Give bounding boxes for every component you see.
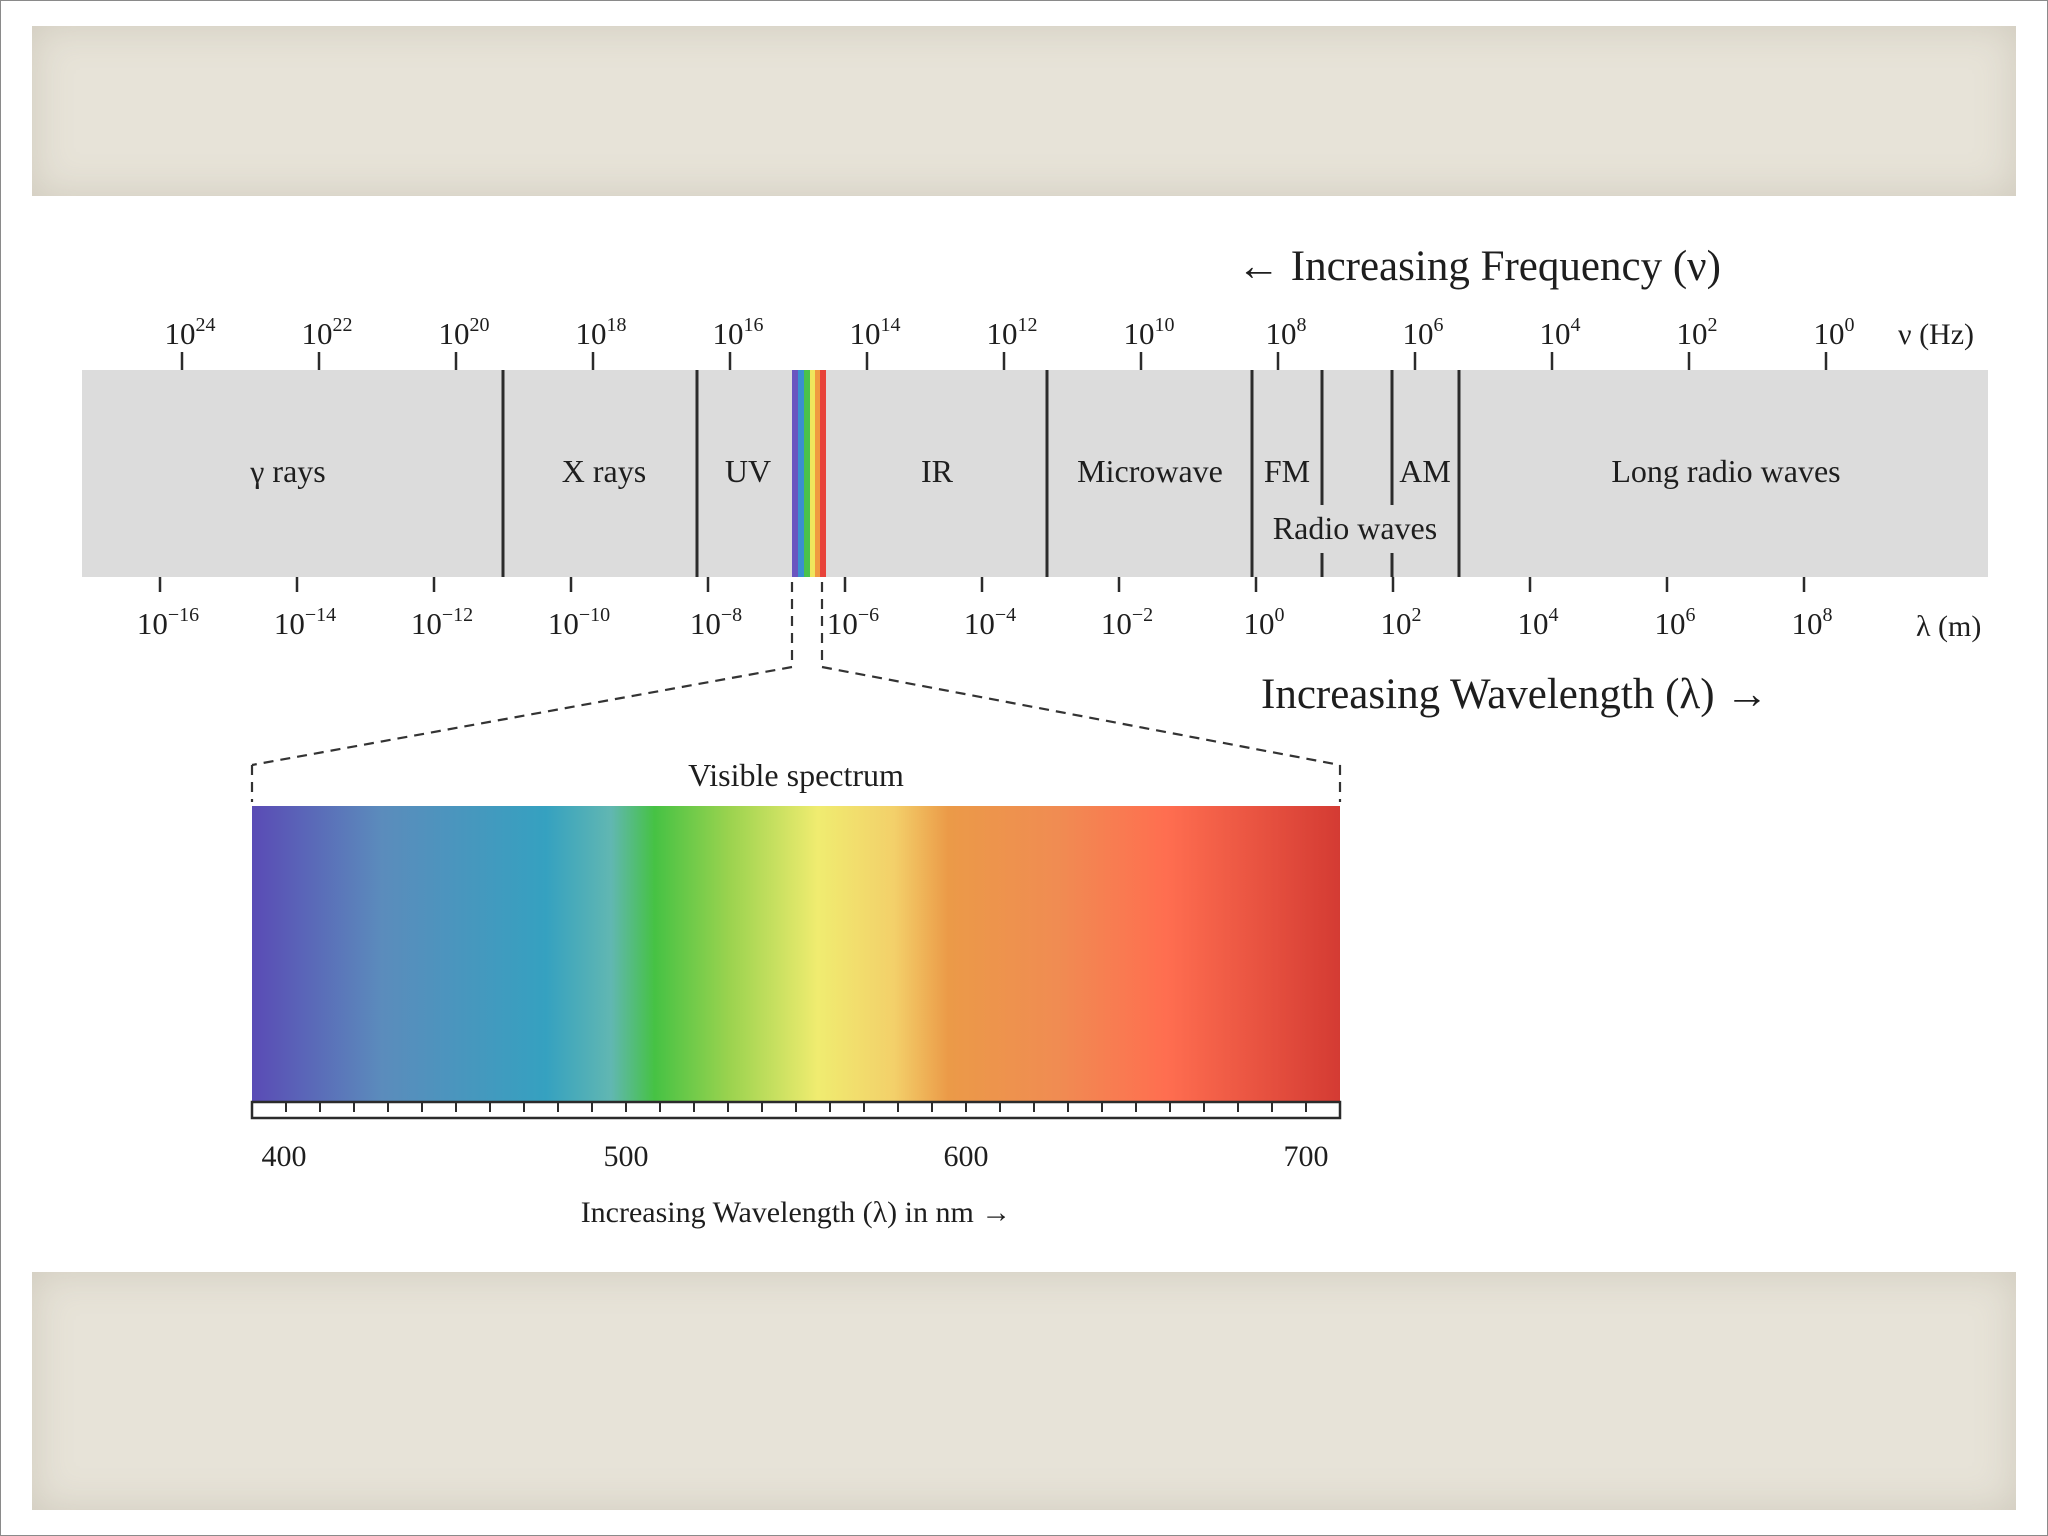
- band-label-radio: Radio waves: [1273, 510, 1437, 546]
- frequency-tick-label: 102: [1677, 314, 1718, 351]
- visible-slice-yellow: [810, 370, 815, 577]
- band-label-uv: UV: [725, 453, 771, 489]
- visible-slice-red: [820, 370, 826, 577]
- wavelength-tick-label: 10−4: [964, 604, 1016, 641]
- paper-strip-bottom: [32, 1272, 2016, 1510]
- paper-strip-top: [32, 26, 2016, 196]
- frequency-heading: ← Increasing Frequency (ν): [1237, 243, 1721, 290]
- visible-ruler: [250, 1100, 1342, 1120]
- visible-tick-600: 600: [944, 1140, 989, 1173]
- wavelength-tick-label: 102: [1381, 604, 1422, 641]
- visible-tick-400: 400: [262, 1140, 307, 1173]
- band-label-am: AM: [1399, 453, 1451, 489]
- visible-slice-blue: [798, 370, 804, 577]
- frequency-unit: ν (Hz): [1898, 318, 1974, 351]
- frequency-tick-label: 1022: [302, 314, 353, 351]
- wavelength-tick-label: 100: [1244, 604, 1285, 641]
- zoom-line-right-diagonal: [821, 665, 1341, 767]
- wavelength-tick-labels: 10−16 10−14 10−12 10−10 10−8 10−6 10−4 10−2 100 1…: [137, 604, 1833, 641]
- visible-spectrum-title: Visible spectrum: [688, 757, 904, 793]
- wavelength-tick-label: 10−12: [411, 604, 473, 641]
- spectrum-band-bar: [82, 370, 1988, 577]
- band-label-gamma: γ rays: [249, 453, 325, 489]
- wavelength-tick-label: 106: [1655, 604, 1696, 641]
- band-label-xray: X rays: [562, 453, 646, 489]
- frequency-tick-label: 1012: [987, 314, 1038, 351]
- visible-slice-orange: [815, 370, 820, 577]
- visible-spectrum-gradient: [252, 806, 1340, 1102]
- wavelength-unit: λ (m): [1916, 610, 1981, 643]
- wavelength-tick-label: 108: [1792, 604, 1833, 641]
- band-label-fm: FM: [1264, 453, 1310, 489]
- wavelength-tick-label: 104: [1518, 604, 1559, 641]
- visible-slice-green: [804, 370, 810, 577]
- visible-tick-700: 700: [1284, 1140, 1329, 1173]
- visible-caption: Increasing Wavelength (λ) in nm →: [581, 1196, 1012, 1229]
- band-label-long-radio: Long radio waves: [1611, 453, 1840, 489]
- band-label-microwave: Microwave: [1077, 453, 1223, 489]
- frequency-tick-labels: 1024 1022 1020 1018 1016 1014 1012 1010 108 106 10…: [165, 314, 1855, 351]
- wavelength-tick-label: 10−2: [1101, 604, 1153, 641]
- visible-slice-violet: [792, 370, 798, 577]
- frequency-tick-label: 1024: [165, 314, 216, 351]
- wavelength-tick-label: 10−16: [137, 604, 199, 641]
- frequency-ticks: [180, 352, 1828, 370]
- band-dividers: [501, 370, 1461, 577]
- zoom-connector: [250, 582, 1342, 802]
- wavelength-tick-label: 10−10: [548, 604, 610, 641]
- wavelength-ticks: [158, 577, 1806, 592]
- frequency-tick-label: 106: [1403, 314, 1444, 351]
- frequency-tick-label: 1020: [439, 314, 490, 351]
- frequency-tick-label: 1016: [713, 314, 764, 351]
- frequency-tick-label: 1018: [576, 314, 627, 351]
- wavelength-tick-label: 10−14: [274, 604, 336, 641]
- wavelength-heading: Increasing Wavelength (λ) →: [1261, 671, 1768, 718]
- frequency-tick-label: 1014: [850, 314, 901, 351]
- wavelength-tick-label: 10−6: [827, 604, 879, 641]
- wavelength-tick-label: 10−8: [690, 604, 742, 641]
- visible-tick-500: 500: [604, 1140, 649, 1173]
- band-label-ir: IR: [921, 453, 954, 489]
- zoom-line-left-diagonal: [251, 665, 793, 767]
- frequency-tick-label: 108: [1266, 314, 1307, 351]
- frequency-tick-label: 100: [1814, 314, 1855, 351]
- frequency-tick-label: 104: [1540, 314, 1581, 351]
- frequency-tick-label: 1010: [1124, 314, 1175, 351]
